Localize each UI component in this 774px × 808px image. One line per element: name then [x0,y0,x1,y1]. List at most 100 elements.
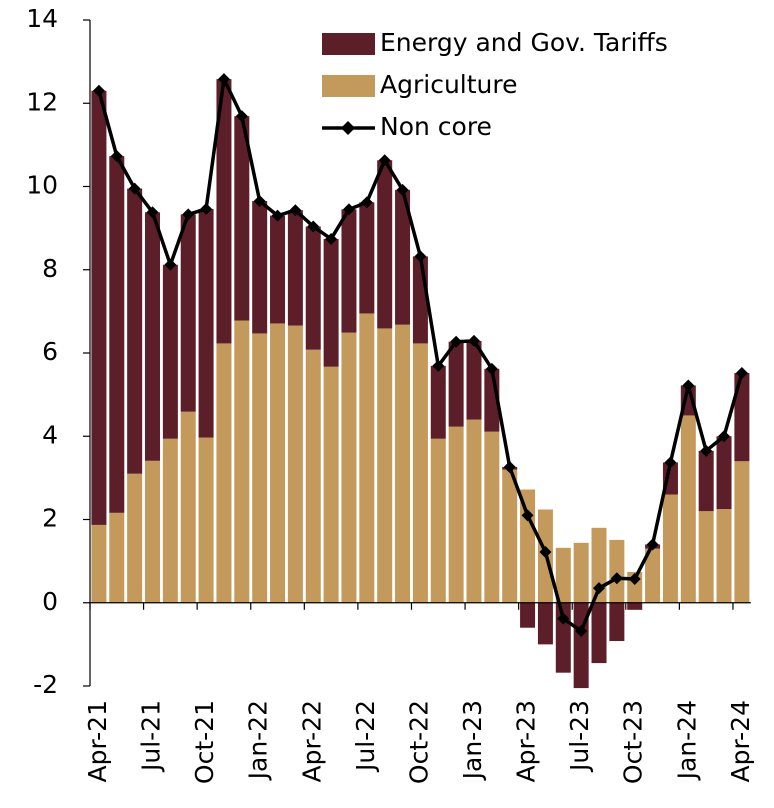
marker [235,110,248,123]
marker [164,258,177,271]
bar [305,226,321,350]
x-tick-label: Apr-21 [83,700,112,782]
y-tick-label: 8 [42,254,58,283]
marker [503,461,516,474]
x-tick-label: Apr-23 [512,700,541,782]
bar [591,602,607,664]
x-tick-label: Jan-23 [458,700,487,781]
marker [146,206,159,219]
marker [432,359,445,372]
bar [305,349,321,603]
marker [450,335,463,348]
bar [430,365,446,439]
bar [162,438,178,603]
marker [217,73,230,86]
marker [325,232,338,245]
legend-label: Energy and Gov. Tariffs [380,28,668,57]
bar [591,527,607,603]
y-tick-label: 0 [42,587,58,616]
x-tick-label: Oct-21 [190,700,219,784]
marker [575,625,588,638]
y-tick-label: 6 [42,337,58,366]
marker [539,545,552,558]
bar [537,602,553,645]
x-tick-label: Jul-21 [137,700,166,773]
y-tick-label: 14 [26,4,58,33]
bar [287,325,303,603]
x-tick-label: Apr-24 [726,700,755,782]
x-tick-label: Jul-23 [565,700,594,773]
bar [448,341,464,427]
marker [342,203,355,216]
bar [734,461,750,603]
bar [180,214,196,412]
bar [198,208,214,438]
marker [735,366,748,379]
bar [252,333,268,603]
bar [341,209,357,333]
bar [234,116,250,321]
marker [521,509,534,522]
marker [92,84,105,97]
bar [180,411,196,603]
bar [270,323,286,603]
bar [91,524,107,603]
bar [466,340,482,420]
bar [698,511,714,603]
marker [271,209,284,222]
bar [573,542,589,603]
marker [307,220,320,233]
bar [520,489,536,603]
bar [662,494,678,603]
y-tick-label: 12 [26,87,58,116]
bar [127,188,143,474]
bar [359,202,375,314]
bar [395,324,411,603]
bar [484,431,500,603]
marker [360,196,373,209]
x-tick-label: Oct-22 [404,700,433,784]
marker [396,183,409,196]
bar [287,210,303,326]
bar [395,189,411,325]
marker [414,250,427,263]
bar [734,372,750,462]
legend-label: Non core [380,112,492,141]
marker [593,582,606,595]
bar [216,79,232,344]
bar [466,419,482,603]
bar [716,436,732,510]
bar [145,460,161,603]
bar [680,415,696,603]
marker [682,379,695,392]
marker [378,154,391,167]
x-tick-label: Oct-23 [619,700,648,784]
bar [162,264,178,439]
bar [716,509,732,603]
bar [645,548,661,603]
y-tick-label: 10 [26,171,58,200]
legend-label: Agriculture [380,70,518,99]
bar [609,539,625,603]
bar [145,212,161,461]
bar [412,256,428,344]
marker [253,195,266,208]
bar [109,156,125,513]
bar [323,366,339,603]
bar [234,320,250,603]
marker [128,182,141,195]
bar [412,343,428,603]
y-tick-label: -2 [33,670,58,699]
x-tick-label: Apr-22 [297,700,326,782]
bar [698,450,714,512]
bar [270,215,286,324]
bar [198,437,214,603]
marker [485,362,498,375]
legend-marker [341,121,355,135]
bar [430,438,446,603]
marker [467,334,480,347]
bar [448,426,464,603]
marker [610,572,623,585]
bar [359,313,375,603]
